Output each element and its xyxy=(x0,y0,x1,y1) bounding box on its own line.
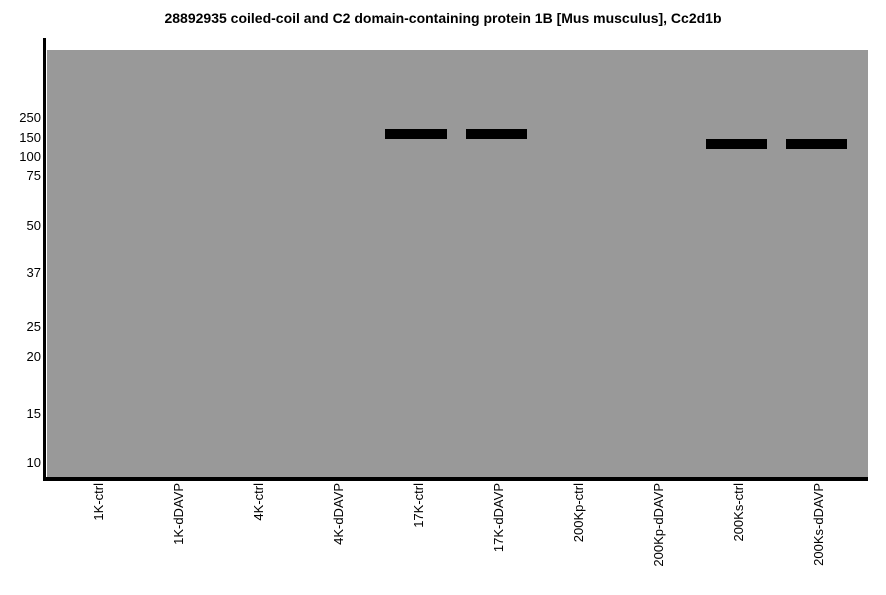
mw-marker-label: 50 xyxy=(26,218,41,233)
lane-label: 1K-ctrl xyxy=(91,483,106,521)
lane-label: 4K-dDAVP xyxy=(331,483,346,545)
mw-marker-label: 100 xyxy=(19,149,41,164)
lane-label: 4K-ctrl xyxy=(251,483,266,521)
gel-blot-area xyxy=(47,50,868,477)
lane-label: 1K-dDAVP xyxy=(171,483,186,545)
x-axis-bottom-line xyxy=(43,477,868,481)
lane-label: 200Kp-ctrl xyxy=(571,483,586,543)
protein-band xyxy=(706,139,767,149)
mw-marker-label: 75 xyxy=(26,168,41,183)
mw-marker-label: 15 xyxy=(26,406,41,421)
mw-marker-label: 150 xyxy=(19,130,41,145)
figure-title: 28892935 coiled-coil and C2 domain-conta… xyxy=(164,10,722,26)
lane-label: 200Ks-dDAVP xyxy=(811,483,826,566)
lane-label: 17K-dDAVP xyxy=(491,483,506,553)
protein-band xyxy=(466,129,527,139)
mw-marker-label: 10 xyxy=(26,455,41,470)
mw-marker-label: 37 xyxy=(26,265,41,280)
lane-label: 200Ks-ctrl xyxy=(731,483,746,542)
lane-label: 200Kp-dDAVP xyxy=(651,483,666,567)
mw-marker-label: 250 xyxy=(19,110,41,125)
mw-marker-label: 25 xyxy=(26,319,41,334)
protein-band xyxy=(385,129,447,139)
y-axis-line xyxy=(43,38,46,481)
lane-label: 17K-ctrl xyxy=(411,483,426,528)
mw-marker-label: 20 xyxy=(26,349,41,364)
protein-band xyxy=(786,139,847,149)
